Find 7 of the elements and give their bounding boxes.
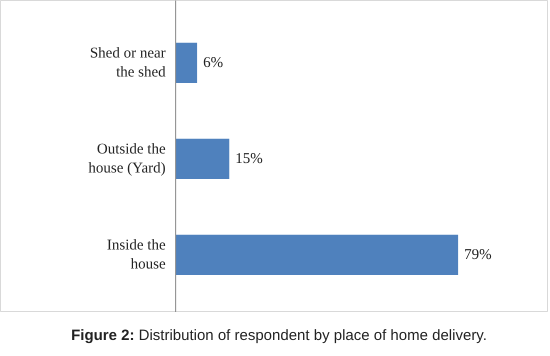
y-tick-label: Inside the house <box>106 237 166 272</box>
caption: Figure 2: Distribution of respondent by place of home delivery. <box>71 326 487 346</box>
data-label: 79% <box>464 246 492 263</box>
y-tick-label: Outside the house (Yard) <box>88 141 166 176</box>
y-tick-label: Shed or near the shed <box>90 45 166 80</box>
data-label: 15% <box>235 150 263 167</box>
data-label: 6% <box>203 54 224 71</box>
